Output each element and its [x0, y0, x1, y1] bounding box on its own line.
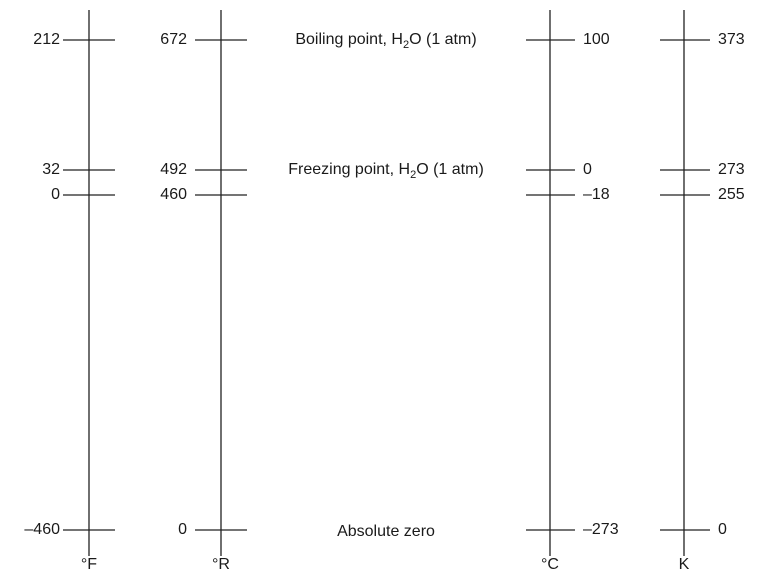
- fahrenheit-value-absolute-zero: –460: [24, 521, 60, 538]
- fahrenheit-value-freezing: 32: [42, 161, 60, 178]
- fahrenheit-unit-label: °F: [80, 556, 98, 573]
- kelvin-value-boiling: 373: [718, 31, 745, 48]
- celsius-value-absolute-zero: –273: [583, 521, 619, 538]
- freezing-point-label: Freezing point, H2O (1 atm): [246, 161, 526, 182]
- rankine-value-zero-f: 460: [160, 186, 187, 203]
- celsius-unit-label: °C: [541, 556, 559, 573]
- celsius-value-freezing: 0: [583, 161, 592, 178]
- rankine-value-freezing: 492: [160, 161, 187, 178]
- kelvin-value-absolute-zero: 0: [718, 521, 727, 538]
- boiling-point-label-suffix: O (1 atm): [409, 31, 477, 48]
- celsius-value-zero-f: –18: [583, 186, 610, 203]
- boiling-point-label-prefix: Boiling point, H: [295, 31, 403, 48]
- kelvin-value-freezing: 273: [718, 161, 745, 178]
- absolute-zero-label: Absolute zero: [337, 523, 435, 540]
- kelvin-value-zero-f: 255: [718, 186, 745, 203]
- rankine-value-boiling: 672: [160, 31, 187, 48]
- boiling-point-label-subscript: 2: [402, 39, 410, 52]
- rankine-unit-label: °R: [212, 556, 230, 573]
- celsius-value-boiling: 100: [583, 31, 610, 48]
- kelvin-unit-label: K: [678, 556, 690, 573]
- fahrenheit-value-boiling: 212: [33, 31, 60, 48]
- rankine-value-absolute-zero: 0: [178, 521, 187, 538]
- freezing-point-label-suffix: O (1 atm): [416, 161, 484, 178]
- freezing-point-label-subscript: 2: [410, 169, 417, 182]
- fahrenheit-value-zero: 0: [51, 186, 60, 203]
- freezing-point-label-prefix: Freezing point, H: [288, 161, 411, 178]
- boiling-point-label: Boiling point, H2O (1 atm): [246, 31, 526, 52]
